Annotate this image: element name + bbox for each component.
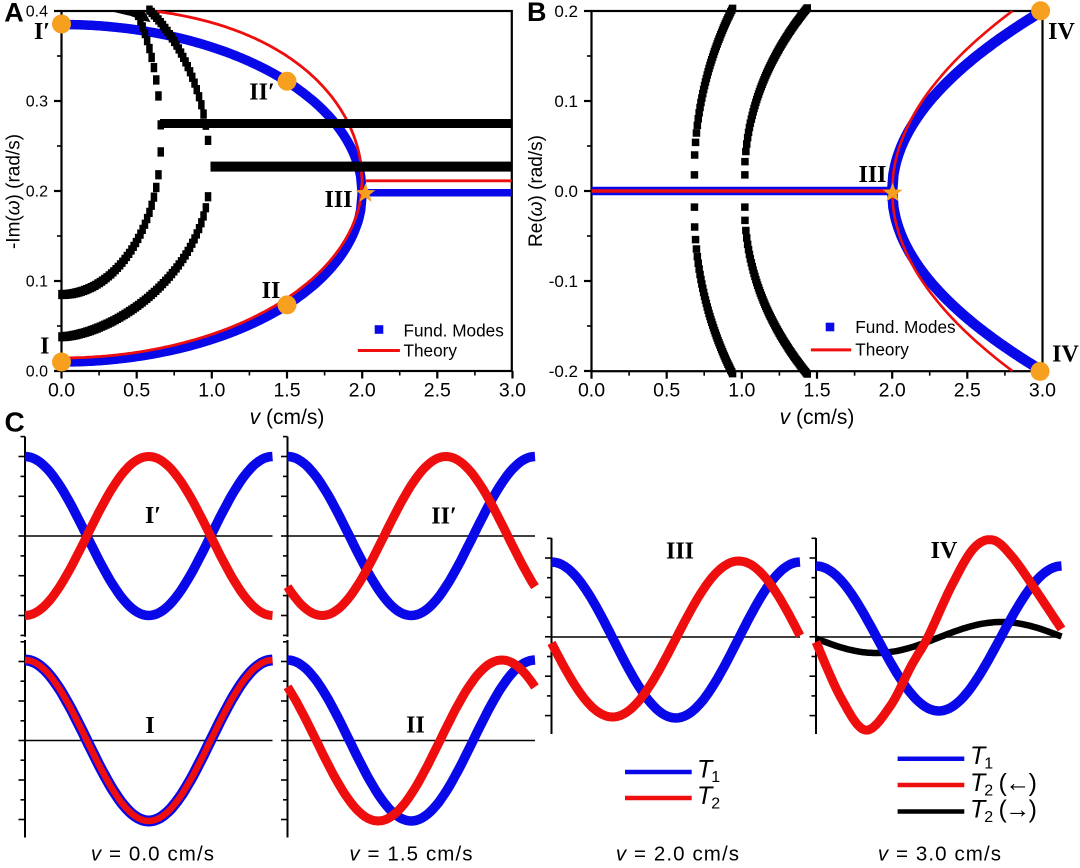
svg-text:0.2: 0.2 <box>554 2 578 21</box>
svg-text:IV: IV <box>1052 341 1079 367</box>
svg-text:0.0: 0.0 <box>578 380 605 402</box>
svg-text:v = 0.0 cm/s: v = 0.0 cm/s <box>91 843 215 866</box>
svg-text:1.0: 1.0 <box>728 380 755 402</box>
svg-text:v (cm/s): v (cm/s) <box>250 406 325 429</box>
svg-text:III: III <box>666 539 694 565</box>
svg-text:T2 (→): T2 (→) <box>970 796 1036 827</box>
svg-text:2.0: 2.0 <box>879 380 906 402</box>
svg-text:T2 (←): T2 (←) <box>970 769 1036 800</box>
svg-text:I: I <box>145 713 154 739</box>
svg-text:Theory: Theory <box>404 341 458 361</box>
svg-text:3.0: 3.0 <box>1029 380 1056 402</box>
svg-text:0.1: 0.1 <box>26 274 48 291</box>
svg-text:II: II <box>262 278 281 304</box>
svg-text:0.0: 0.0 <box>26 364 48 381</box>
svg-text:-0.2: -0.2 <box>549 362 578 381</box>
svg-text:Fund. Modes: Fund. Modes <box>855 317 955 337</box>
svg-text:B: B <box>527 0 547 27</box>
svg-text:II′: II′ <box>431 504 456 530</box>
svg-text:-Im(ω) (rad/s): -Im(ω) (rad/s) <box>4 134 25 249</box>
svg-text:Re(ω) (rad/s): Re(ω) (rad/s) <box>526 135 547 247</box>
svg-text:IV: IV <box>1048 19 1075 45</box>
svg-text:2.5: 2.5 <box>954 380 981 402</box>
svg-text:I: I <box>40 334 49 360</box>
svg-text:2.0: 2.0 <box>349 380 376 402</box>
svg-text:1.5: 1.5 <box>803 380 830 402</box>
svg-text:0.0: 0.0 <box>554 182 578 201</box>
svg-text:v (cm/s): v (cm/s) <box>780 406 855 429</box>
svg-text:0.5: 0.5 <box>653 380 680 402</box>
svg-text:II′: II′ <box>249 80 274 106</box>
svg-text:1.5: 1.5 <box>273 380 300 402</box>
svg-text:1.0: 1.0 <box>198 380 225 402</box>
svg-text:0.0: 0.0 <box>48 380 75 402</box>
svg-text:-0.1: -0.1 <box>549 272 578 291</box>
svg-text:v = 2.0 cm/s: v = 2.0 cm/s <box>616 843 740 866</box>
svg-text:A: A <box>4 0 24 27</box>
svg-text:3.0: 3.0 <box>499 380 526 402</box>
svg-text:III: III <box>858 162 886 188</box>
svg-text:v = 1.5 cm/s: v = 1.5 cm/s <box>349 843 473 866</box>
svg-text:0.1: 0.1 <box>554 92 578 111</box>
svg-text:Fund. Modes: Fund. Modes <box>404 320 504 340</box>
svg-text:0.2: 0.2 <box>26 184 48 201</box>
svg-text:0.5: 0.5 <box>123 380 150 402</box>
svg-text:I′: I′ <box>145 503 161 529</box>
svg-text:I′: I′ <box>34 19 50 45</box>
svg-text:Theory: Theory <box>855 339 909 359</box>
svg-text:0.3: 0.3 <box>26 94 48 111</box>
svg-text:v = 3.0 cm/s: v = 3.0 cm/s <box>878 843 1002 866</box>
svg-text:II: II <box>406 713 425 739</box>
svg-text:C: C <box>5 407 25 438</box>
svg-text:0.4: 0.4 <box>26 4 48 21</box>
svg-text:IV: IV <box>931 538 958 564</box>
svg-text:III: III <box>324 187 352 213</box>
svg-text:2.5: 2.5 <box>424 380 451 402</box>
